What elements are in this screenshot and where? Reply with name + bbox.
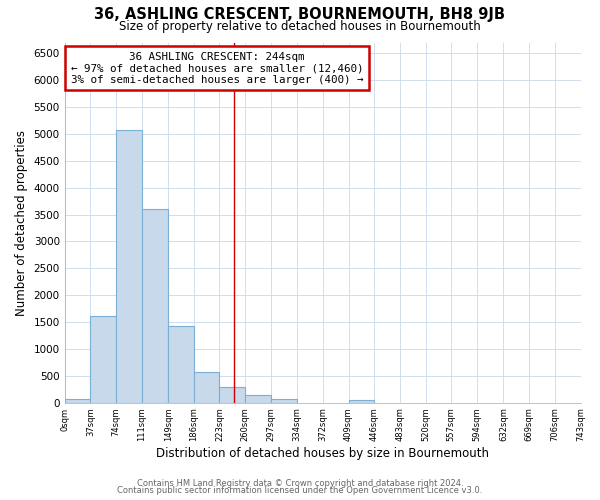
Y-axis label: Number of detached properties: Number of detached properties (15, 130, 28, 316)
Bar (271, 399, 296, 402)
Text: Contains HM Land Registry data © Crown copyright and database right 2024.: Contains HM Land Registry data © Crown c… (137, 478, 463, 488)
Text: 36, ASHLING CRESCENT, BOURNEMOUTH, BH8 9JB: 36, ASHLING CRESCENT, BOURNEMOUTH, BH8 9… (95, 8, 505, 22)
Bar (65, 400, 91, 402)
Bar (245, 395, 271, 402)
Bar (194, 372, 220, 402)
Bar (168, 326, 194, 402)
Bar (220, 386, 245, 402)
Bar (349, 400, 374, 402)
Bar (91, 316, 116, 402)
X-axis label: Distribution of detached houses by size in Bournemouth: Distribution of detached houses by size … (156, 447, 489, 460)
Text: 36 ASHLING CRESCENT: 244sqm
← 97% of detached houses are smaller (12,460)
3% of : 36 ASHLING CRESCENT: 244sqm ← 97% of det… (71, 52, 363, 84)
Text: Contains public sector information licensed under the Open Government Licence v3: Contains public sector information licen… (118, 486, 482, 495)
Bar (116, 130, 142, 402)
Bar (142, 209, 168, 402)
Text: Size of property relative to detached houses in Bournemouth: Size of property relative to detached ho… (119, 20, 481, 33)
